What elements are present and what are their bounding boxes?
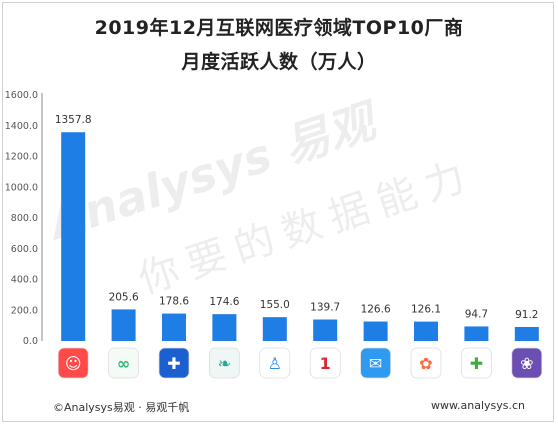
bar xyxy=(363,321,388,341)
y-tick-label: 1200.0 xyxy=(5,152,38,163)
data-label: 155.0 xyxy=(260,299,290,311)
data-label: 126.6 xyxy=(361,304,391,316)
petal-app-glyph: ✿ xyxy=(419,354,432,373)
health-app-icon xyxy=(360,347,392,379)
chat-app-glyph: ☺ xyxy=(65,354,82,373)
flower-app-glyph: ❀ xyxy=(520,354,533,373)
y-tick-label: 1400.0 xyxy=(5,121,38,132)
y-tick-label: 1600.0 xyxy=(5,90,38,101)
y-tick-label: 800.0 xyxy=(11,213,38,224)
bar xyxy=(212,314,237,341)
footer-source: ©Analysys易观 · 易观千帆 xyxy=(53,401,190,414)
bar xyxy=(61,132,86,341)
data-label: 94.7 xyxy=(465,308,488,320)
bar xyxy=(111,309,136,341)
flower-app-icon xyxy=(511,347,543,379)
hospital-app-icon xyxy=(158,347,190,379)
percent-app-icon xyxy=(309,347,341,379)
chart-subtitle: 月度活跃人数（万人） xyxy=(181,51,377,73)
bar xyxy=(414,321,438,341)
leaf-app-icon xyxy=(208,347,240,379)
bar xyxy=(262,317,287,341)
data-label: 178.6 xyxy=(159,296,189,308)
leaf-app-glyph: ❧ xyxy=(218,354,231,373)
infinity-app-icon xyxy=(108,347,139,379)
y-tick-label: 600.0 xyxy=(11,244,38,255)
petal-app-icon xyxy=(410,347,442,379)
bar xyxy=(464,326,489,341)
y-tick-label: 400.0 xyxy=(11,275,38,286)
bar xyxy=(313,319,338,341)
health-app-glyph: ✉ xyxy=(369,354,382,373)
cross-app-glyph: ✚ xyxy=(470,354,483,373)
y-tick-label: 1000.0 xyxy=(5,182,38,193)
chart-title: 2019年12月互联网医疗领域TOP10厂商 xyxy=(94,17,464,39)
bar xyxy=(514,326,539,341)
data-label: 174.6 xyxy=(209,296,239,308)
hospital-app-glyph: ✚ xyxy=(167,354,180,373)
data-label: 139.7 xyxy=(310,302,340,314)
y-tick-label: 0.0 xyxy=(23,336,38,347)
y-tick-label: 200.0 xyxy=(11,305,38,316)
chat-app-icon xyxy=(57,347,89,379)
cross-app-icon xyxy=(460,347,492,379)
data-label: 126.1 xyxy=(411,304,441,316)
bar xyxy=(162,313,186,341)
percent-app-glyph: 1 xyxy=(320,354,331,373)
footer-website: www.analysys.cn xyxy=(431,399,525,412)
data-label: 91.2 xyxy=(515,309,538,321)
data-label: 1357.8 xyxy=(55,114,92,126)
infinity-app-glyph: ∞ xyxy=(117,354,130,373)
people-app-icon xyxy=(259,347,291,379)
data-label: 205.6 xyxy=(109,291,139,303)
people-app-glyph: ♙ xyxy=(268,354,282,373)
